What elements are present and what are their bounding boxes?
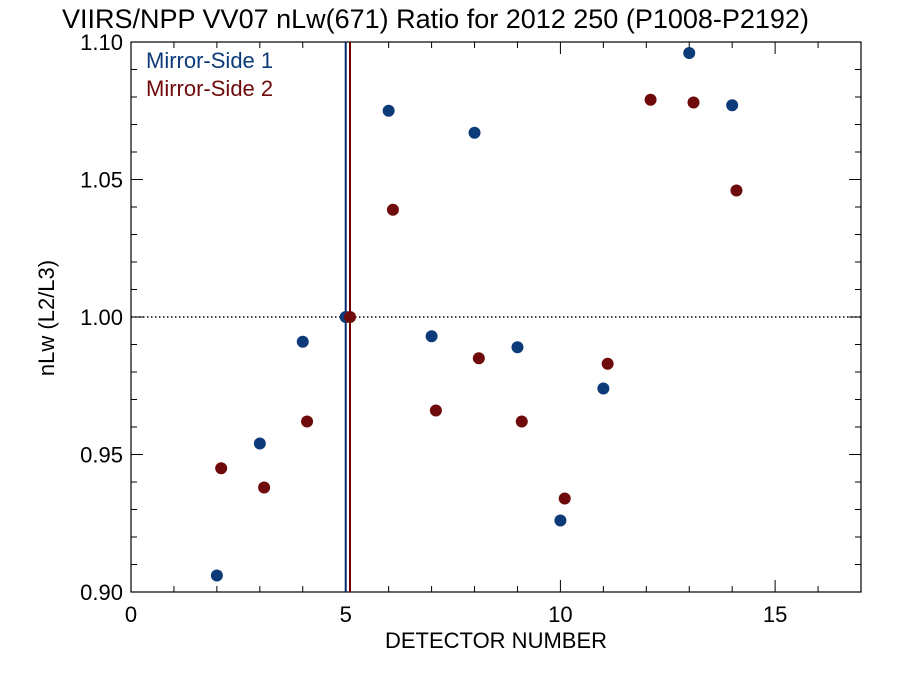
series-1-point	[425, 330, 438, 343]
series-2-point	[258, 481, 271, 494]
series-2-point	[687, 96, 700, 109]
y-tick-label: 1.05	[80, 168, 123, 193]
chart-title: VIIRS/NPP VV07 nLw(671) Ratio for 2012 2…	[62, 4, 809, 34]
series-2-point	[215, 462, 228, 475]
series-2-point	[301, 415, 314, 428]
series-1-point	[554, 514, 567, 527]
series-2-point	[344, 311, 356, 323]
y-tick-label: 1.10	[80, 30, 123, 55]
axes: 0 5 10 15 0.90 0.95 1.00 1.05 1.10	[80, 30, 862, 627]
series-1-point	[468, 126, 481, 139]
y-tick-label: 0.95	[80, 443, 123, 468]
y-tick-label: 1.00	[80, 305, 123, 330]
series-2-point	[644, 93, 657, 106]
series-2-point	[472, 352, 485, 365]
series-1-point	[511, 341, 524, 354]
reference-lines	[131, 42, 861, 592]
y-axis-label: nLw (L2/L3)	[34, 260, 59, 376]
legend: Mirror-Side 1 Mirror-Side 2	[146, 48, 273, 101]
series-2-point	[429, 404, 442, 417]
legend-item-2: Mirror-Side 2	[146, 76, 273, 101]
legend-item-1: Mirror-Side 1	[146, 48, 273, 73]
series-1-point	[597, 382, 610, 395]
x-tick-label: 15	[763, 602, 787, 627]
series-1-point	[253, 437, 266, 450]
series-2-point	[730, 184, 743, 197]
series-2-point	[515, 415, 528, 428]
data-points	[210, 47, 743, 582]
x-tick-label: 10	[548, 602, 572, 627]
series-1-point	[683, 47, 696, 59]
y-tick-label: 0.90	[80, 580, 123, 605]
x-axis-label: DETECTOR NUMBER	[385, 628, 607, 653]
series-2-point	[386, 203, 399, 216]
series-2-point	[558, 492, 571, 505]
series-1-point	[382, 104, 395, 117]
x-tick-label: 0	[125, 602, 137, 627]
series-1-point	[726, 99, 739, 112]
series-1-point	[296, 335, 309, 348]
series-2-point	[601, 357, 614, 370]
series-1-point	[210, 569, 223, 582]
x-tick-label: 5	[340, 602, 352, 627]
